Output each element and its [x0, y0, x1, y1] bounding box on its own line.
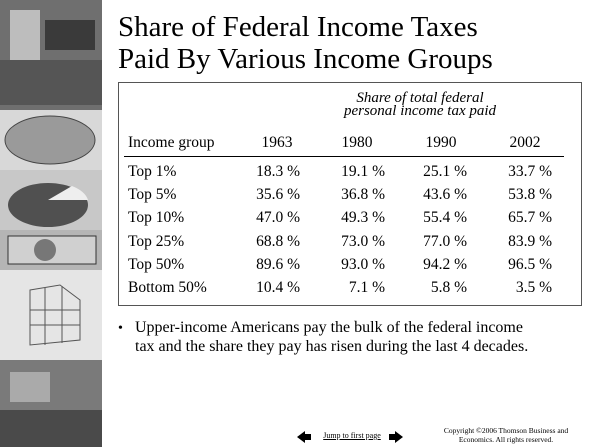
table-cell: 77.0 % — [423, 232, 467, 250]
next-arrow[interactable] — [389, 431, 403, 443]
row-label: Top 25% — [128, 232, 185, 250]
table-cell: 7.1 % — [348, 279, 385, 296]
table-cell: 68.8 % — [256, 232, 300, 250]
row-label: Top 50% — [128, 255, 185, 273]
column-header: 1990 — [425, 134, 457, 151]
table-cell: 18.3 % — [256, 163, 300, 180]
row-label: Top 1% — [128, 163, 177, 180]
table-box — [118, 82, 582, 306]
column-header: Income group — [128, 134, 215, 151]
bullet-mark: • — [118, 321, 123, 336]
table-cell: 36.8 % — [341, 186, 385, 204]
table-cell: 83.9 % — [508, 232, 552, 250]
table-caption: personal income tax paid — [343, 103, 497, 119]
copyright: Economics. All rights reserved. — [458, 435, 554, 444]
slide-title: Share of Federal Income Taxes — [118, 11, 478, 43]
table-cell: 65.7 % — [508, 209, 552, 227]
table-cell: 89.6 % — [256, 255, 300, 273]
table-cell: 94.2 % — [423, 255, 467, 273]
bullet-text: tax and the share they pay has risen dur… — [135, 338, 529, 355]
table-cell: 33.7 % — [508, 163, 552, 180]
slide-title: Paid By Various Income Groups — [118, 43, 493, 75]
table-cell: 43.6 % — [423, 186, 467, 204]
table-caption: Share of total federal — [356, 90, 484, 106]
table-cell: 55.4 % — [423, 209, 467, 227]
row-label: Top 10% — [128, 209, 185, 227]
table-cell: 53.8 % — [508, 186, 552, 204]
row-label: Bottom 50% — [128, 279, 207, 296]
column-header: 2002 — [509, 134, 541, 151]
table-cell: 3.5 % — [515, 279, 552, 296]
header-rule — [124, 156, 564, 157]
table-cell: 25.1 % — [423, 163, 467, 180]
nav-arrows — [297, 431, 403, 443]
table-cell: 93.0 % — [341, 255, 385, 273]
table-cell: 5.8 % — [430, 279, 467, 296]
bullet-text: Upper-income Americans pay the bulk of t… — [135, 319, 523, 336]
prev-arrow[interactable] — [297, 431, 311, 443]
photo-strip — [0, 0, 102, 447]
row-label: Top 5% — [128, 186, 177, 204]
table-cell: 10.4 % — [256, 279, 300, 296]
table-cell: 73.0 % — [341, 232, 385, 250]
copyright: Copyright ©2006 Thomson Business and — [443, 426, 569, 435]
column-header: 1980 — [341, 134, 373, 151]
column-header: 1963 — [261, 134, 293, 151]
table-cell: 49.3 % — [341, 209, 385, 227]
table-cell: 96.5 % — [508, 255, 552, 273]
table-cell: 19.1 % — [341, 163, 385, 180]
table-cell: 35.6 % — [256, 186, 300, 204]
table-cell: 47.0 % — [256, 209, 300, 227]
jump-link[interactable]: Jump to first page — [323, 431, 381, 440]
